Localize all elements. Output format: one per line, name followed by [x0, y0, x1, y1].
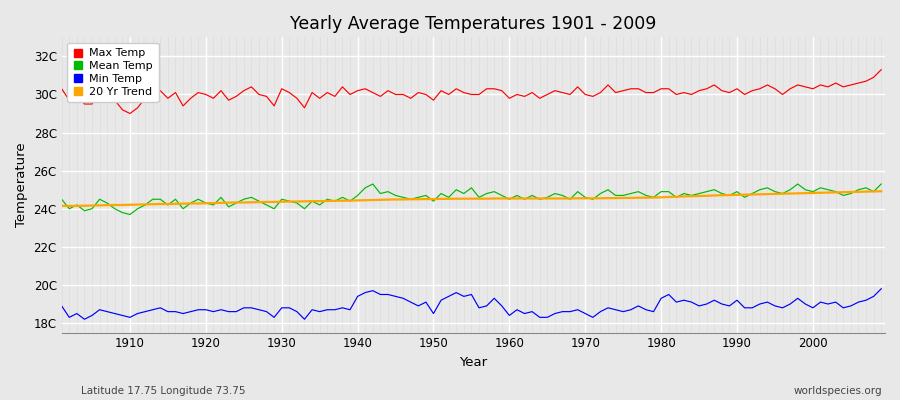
Text: worldspecies.org: worldspecies.org [794, 386, 882, 396]
X-axis label: Year: Year [459, 356, 488, 369]
Legend: Max Temp, Mean Temp, Min Temp, 20 Yr Trend: Max Temp, Mean Temp, Min Temp, 20 Yr Tre… [68, 43, 158, 102]
Text: Latitude 17.75 Longitude 73.75: Latitude 17.75 Longitude 73.75 [81, 386, 246, 396]
Title: Yearly Average Temperatures 1901 - 2009: Yearly Average Temperatures 1901 - 2009 [290, 15, 656, 33]
Y-axis label: Temperature: Temperature [15, 143, 28, 227]
